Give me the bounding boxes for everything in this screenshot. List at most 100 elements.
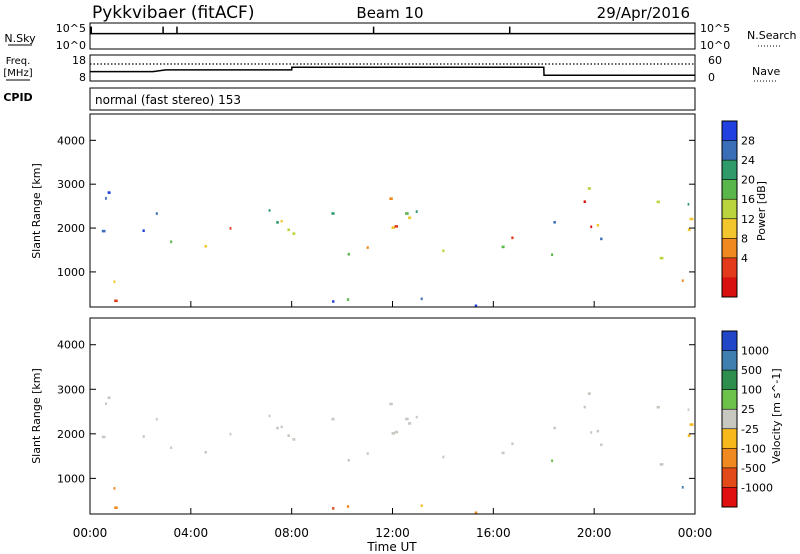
power-cell [287, 228, 290, 232]
time-axis-ticks: 00:00 04:00 08:00 12:00 16:00 20:00 00:00 [73, 301, 712, 540]
velocity-cell [105, 402, 107, 405]
noise-right-tick-bottom: 10^0 [700, 39, 730, 52]
time-tick-label: 00:00 [73, 526, 108, 540]
nave-label: Nave [752, 65, 780, 78]
power-cell [689, 217, 694, 221]
velocity-cell [113, 487, 116, 490]
noise-left-tick-bottom: 10^0 [56, 39, 86, 52]
power-cell [420, 297, 423, 301]
colorbar-tick-label: 24 [741, 154, 755, 167]
velocity-colorbar-label: Velocity [m s^-1] [770, 368, 783, 463]
freq-label-line2: [MHz] [3, 68, 32, 79]
power-yticks: 4000 3000 2000 1000 [57, 134, 695, 279]
velocity-cell [394, 430, 398, 434]
ytick-label: 2000 [57, 428, 85, 441]
power-cell [105, 197, 107, 200]
colorbar-frame [721, 120, 738, 298]
freq-right-tick-bottom: 0 [708, 71, 715, 84]
velocity-cell [587, 392, 591, 395]
power-cell [204, 245, 207, 248]
velocity-cell [346, 505, 350, 508]
velocity-cell [596, 429, 600, 433]
ytick-label: 1000 [57, 266, 85, 279]
time-tick-label: 20:00 [577, 526, 612, 540]
freq-left-tick-bottom: 8 [79, 71, 86, 84]
colorbar-swatch [722, 409, 737, 430]
power-cell [590, 225, 593, 229]
noise-left-label: N.Sky [4, 32, 36, 45]
power-heatmap [101, 187, 694, 308]
power-cell [501, 245, 505, 249]
power-cell [587, 187, 591, 190]
colorbar-tick-label: 500 [741, 364, 762, 377]
power-cell [268, 209, 271, 212]
colorbar-frame [721, 330, 738, 508]
power-panel-frame [89, 113, 696, 308]
colorbar-swatch [722, 331, 737, 352]
velocity-cell [656, 405, 660, 409]
velocity-cell [366, 452, 369, 455]
colorbar-tick-label: 4 [741, 252, 748, 265]
colorbar-swatch [722, 179, 737, 200]
ytick-label: 2000 [57, 222, 85, 235]
power-cell [114, 299, 118, 303]
freq-panel-frame [89, 54, 696, 82]
power-cell [346, 298, 350, 301]
velocity-cell [204, 451, 207, 454]
power-colorbar-label: Power [dB] [755, 181, 768, 241]
noise-spikes [90, 26, 511, 34]
velocity-cell [114, 506, 118, 509]
colorbar-swatch [722, 370, 737, 391]
colorbar-tick-label: -100 [741, 442, 766, 455]
noise-right-label: N.Search [747, 29, 797, 42]
ytick-label: 4000 [57, 134, 85, 147]
velocity-cell [553, 426, 556, 430]
power-cell [681, 279, 684, 282]
colorbar-tick-label: 20 [741, 174, 755, 187]
velocity-cell [331, 417, 335, 421]
freq-right-tick-top: 60 [708, 54, 722, 67]
colorbar-swatch [722, 350, 737, 371]
noise-left-tick-top: 10^5 [56, 22, 86, 35]
power-cell [347, 252, 350, 256]
velocity-cell [332, 507, 335, 510]
power-cell [415, 210, 418, 213]
colorbar-tick-label: -25 [741, 423, 759, 436]
power-cell [276, 221, 279, 224]
colorbar-swatch [722, 257, 737, 278]
power-cell [389, 197, 393, 200]
velocity-cell [389, 402, 393, 406]
time-tick-label: 12:00 [375, 526, 410, 540]
velocity-cell [551, 459, 554, 463]
ytick-label: 3000 [57, 178, 85, 191]
power-cell [405, 212, 409, 215]
date-title: 29/Apr/2016 [597, 4, 690, 22]
power-cell [331, 212, 335, 215]
power-cell [551, 253, 554, 256]
velocity-cell [474, 511, 478, 515]
colorbar-swatch [722, 238, 737, 259]
power-cell [687, 228, 691, 232]
ytick-label: 4000 [57, 339, 85, 352]
velocity-cell [583, 405, 586, 409]
velocity-cell [600, 443, 603, 447]
colorbar-swatch [722, 467, 737, 488]
cpid-panel-frame [89, 87, 696, 111]
velocity-cell [415, 415, 418, 419]
velocity-cell [276, 426, 279, 430]
power-cell [408, 216, 412, 220]
cpid-label: CPID [3, 91, 32, 104]
velocity-cell [689, 423, 694, 426]
station-title: Pykkvibaer (fitACF) [92, 3, 254, 23]
velocity-cell [501, 451, 505, 455]
velocity-cell [442, 455, 445, 459]
velocity-panel-frame [89, 317, 696, 515]
power-cell [229, 227, 232, 230]
velocity-cell [101, 435, 106, 439]
power-colorbar: 28 24 20 16 12 8 4 [721, 120, 755, 298]
noise-right-tick-top: 10^5 [700, 22, 730, 35]
colorbar-tick-label: 28 [741, 135, 755, 148]
colorbar-tick-label: 12 [741, 213, 755, 226]
velocity-cell [292, 438, 296, 441]
power-cell [553, 221, 556, 224]
